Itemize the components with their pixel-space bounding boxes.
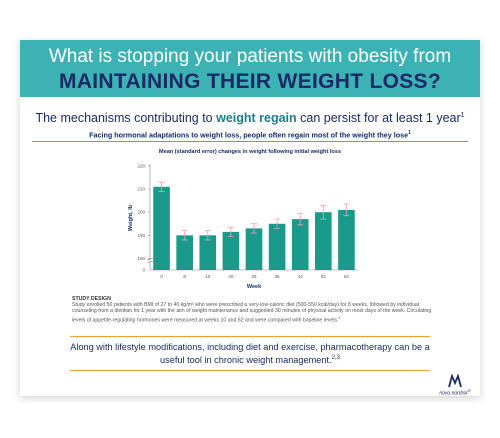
logo-mark: ® (467, 388, 471, 393)
error-bar (158, 181, 165, 192)
x-tick-label: 36 (275, 274, 281, 279)
bar (338, 209, 355, 270)
bar (222, 231, 240, 270)
error-bar (181, 230, 188, 241)
x-tick-label: 44 (298, 274, 304, 279)
y-tick-label: 200 (137, 210, 145, 215)
bar (199, 235, 217, 270)
x-tick-label: 62 (344, 274, 350, 279)
chart: 220 210 200 190 180 0 Weight, lb Week 0 8 10 20 26 36… (128, 164, 358, 290)
callout-text: Along with lifestyle modifications, incl… (70, 342, 430, 366)
y-tick-label: 220 (137, 164, 145, 169)
ref: 1 (408, 130, 411, 136)
bar (268, 223, 286, 270)
y-break-label: 0 (142, 268, 145, 273)
error-bar (274, 218, 281, 229)
x-tick-label: 8 (183, 274, 186, 279)
callout-rule (70, 336, 430, 337)
study-text: Study enrolled 50 patients with BMI of 2… (72, 302, 432, 324)
error-bar (320, 204, 327, 220)
y-tick-label: 190 (137, 233, 145, 238)
x-tick-label: 10 (205, 274, 211, 279)
study-body: Study enrolled 50 patients with BMI of 2… (72, 302, 432, 324)
x-tick-label: 0 (160, 274, 163, 279)
logo-text: novo nordisk (439, 390, 468, 397)
x-tick-label: 26 (251, 274, 257, 279)
subtitle: The mechanisms contributing to weight re… (20, 111, 480, 125)
bar (153, 186, 170, 270)
header-band (20, 40, 480, 97)
error-bar (297, 212, 304, 226)
y-tick-label: 210 (137, 187, 145, 192)
ref: 1 (338, 314, 341, 320)
error-bar (227, 226, 234, 237)
ref: 1 (460, 111, 465, 119)
ref: 2,3 (331, 355, 340, 361)
error-bar (343, 203, 350, 217)
error-bar (204, 230, 211, 241)
bar (291, 219, 309, 270)
y-axis-label: Weight, lb (128, 204, 134, 231)
y-tick-label: 180 (137, 256, 145, 261)
subtitle-text: The mechanisms contributing to (35, 111, 217, 125)
lead-text: Facing hormonal adaptations to weight lo… (89, 130, 409, 140)
bar (176, 235, 193, 270)
lead: Facing hormonal adaptations to weight lo… (20, 130, 480, 139)
error-bar (251, 223, 257, 234)
bar (245, 228, 263, 270)
axis-break (146, 257, 154, 264)
study-heading: STUDY DESIGN (72, 296, 111, 302)
logo-icon (448, 374, 462, 388)
header-line2: MAINTAINING THEIR WEIGHT LOSS? (59, 70, 441, 93)
callout: Along with lifestyle modifications, incl… (70, 342, 430, 366)
bar (315, 212, 332, 270)
subtitle-text: can persist for at least 1 year (296, 111, 461, 125)
x-axis-label: Week (247, 284, 262, 290)
header-line1: What is stopping your patients with obes… (48, 46, 452, 67)
logo: novo nordisk® (437, 388, 473, 397)
subtitle-emphasis: weight regain (216, 111, 297, 125)
x-tick-label: 52 (321, 274, 327, 279)
x-tick-label: 20 (228, 274, 234, 279)
chart-title: Mean (standard error) changes in weight … (158, 149, 342, 155)
divider (32, 141, 468, 142)
callout-rule (70, 370, 430, 371)
